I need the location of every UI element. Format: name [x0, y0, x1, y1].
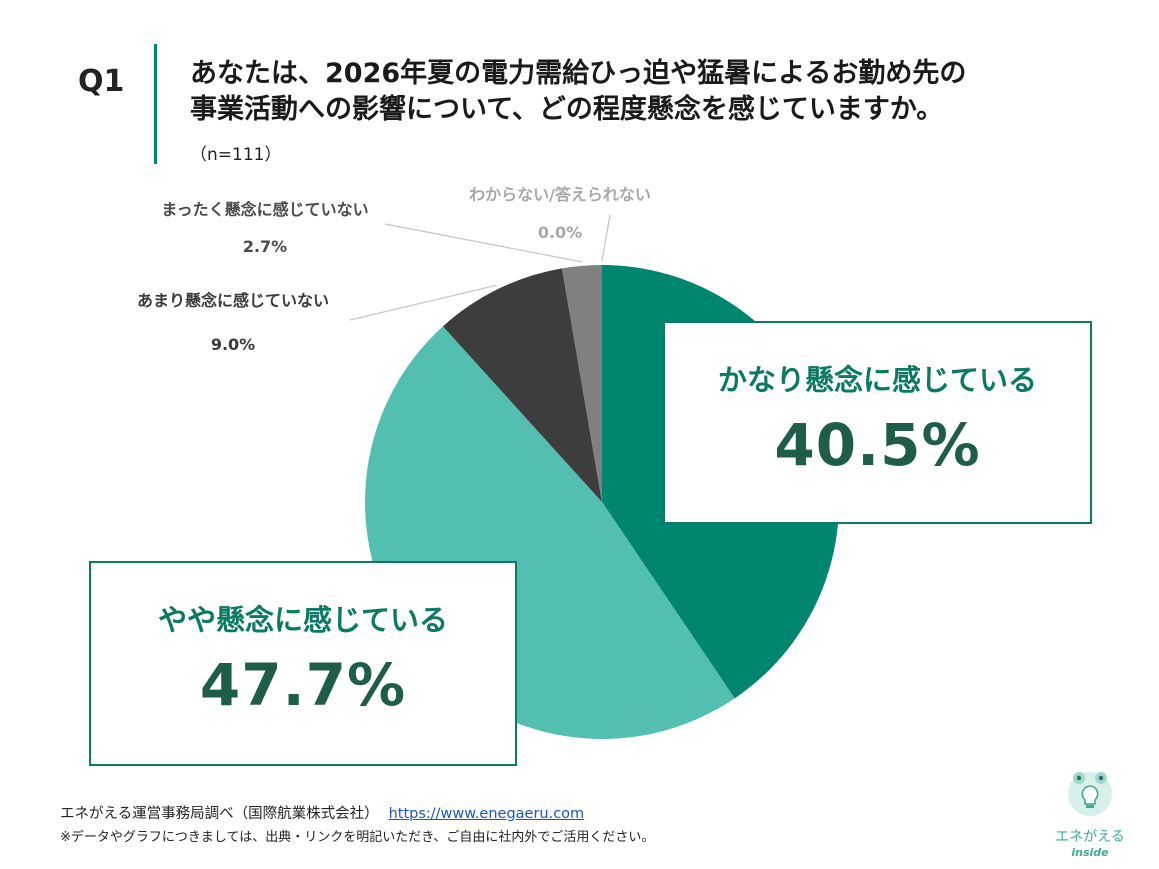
frog-lightbulb-icon [1068, 772, 1112, 816]
question-title-line-1: あなたは、2026年夏の電力需給ひっ迫や猛暑によるお勤め先の [190, 58, 967, 89]
footer-source-text: エネがえる運営事務局調べ（国際航業株式会社） [60, 806, 379, 822]
footer-source: エネがえる運営事務局調べ（国際航業株式会社） https://www.enegae… [60, 802, 584, 823]
callout-slice-1: かなり懸念に感じている 40.5% [663, 321, 1092, 524]
leader-line-4 [384, 223, 582, 263]
slice-value-3: 9.0% [211, 335, 255, 354]
callout-slice-1-label: かなり懸念に感じている [717, 363, 1037, 397]
pie-slice-4 [561, 265, 602, 502]
sample-size: （n=111） [190, 145, 282, 165]
footer-note: ※データやグラフにつきましては、出典・リンクを明記いただき、ご自由に社内外でご活… [60, 830, 655, 845]
slice-value-5: 0.0% [538, 223, 582, 242]
footer-url-link[interactable]: https://www.enegaeru.com [388, 806, 585, 822]
slice-label-5: わからない/答えられない [469, 185, 651, 204]
leader-line-5 [601, 214, 611, 262]
question-title-line-2: 事業活動への影響について、どの程度懸念を感じていますか。 [190, 94, 944, 125]
callout-slice-1-value: 40.5% [774, 411, 981, 479]
question-title: あなたは、2026年夏の電力需給ひっ迫や猛暑によるお勤め先の 事業活動への影響に… [190, 56, 966, 128]
pie-slice-3 [442, 268, 602, 502]
callout-slice-2: やや懸念に感じている 47.7% [89, 561, 517, 766]
leader-line-3 [349, 284, 497, 321]
logo-sub: inside [1071, 846, 1109, 859]
logo-name: エネがえる [1055, 829, 1125, 845]
enegaeru-logo: エネがえる inside [1040, 766, 1140, 859]
slice-label-3: あまり懸念に感じていない [137, 291, 329, 310]
slice-value-4: 2.7% [243, 237, 287, 256]
callout-slice-2-label: やや懸念に感じている [157, 603, 448, 637]
header-divider [154, 44, 157, 164]
question-number: Q1 [78, 64, 125, 99]
callout-slice-2-value: 47.7% [199, 651, 407, 719]
slice-label-4: まったく懸念に感じていない [161, 200, 368, 219]
